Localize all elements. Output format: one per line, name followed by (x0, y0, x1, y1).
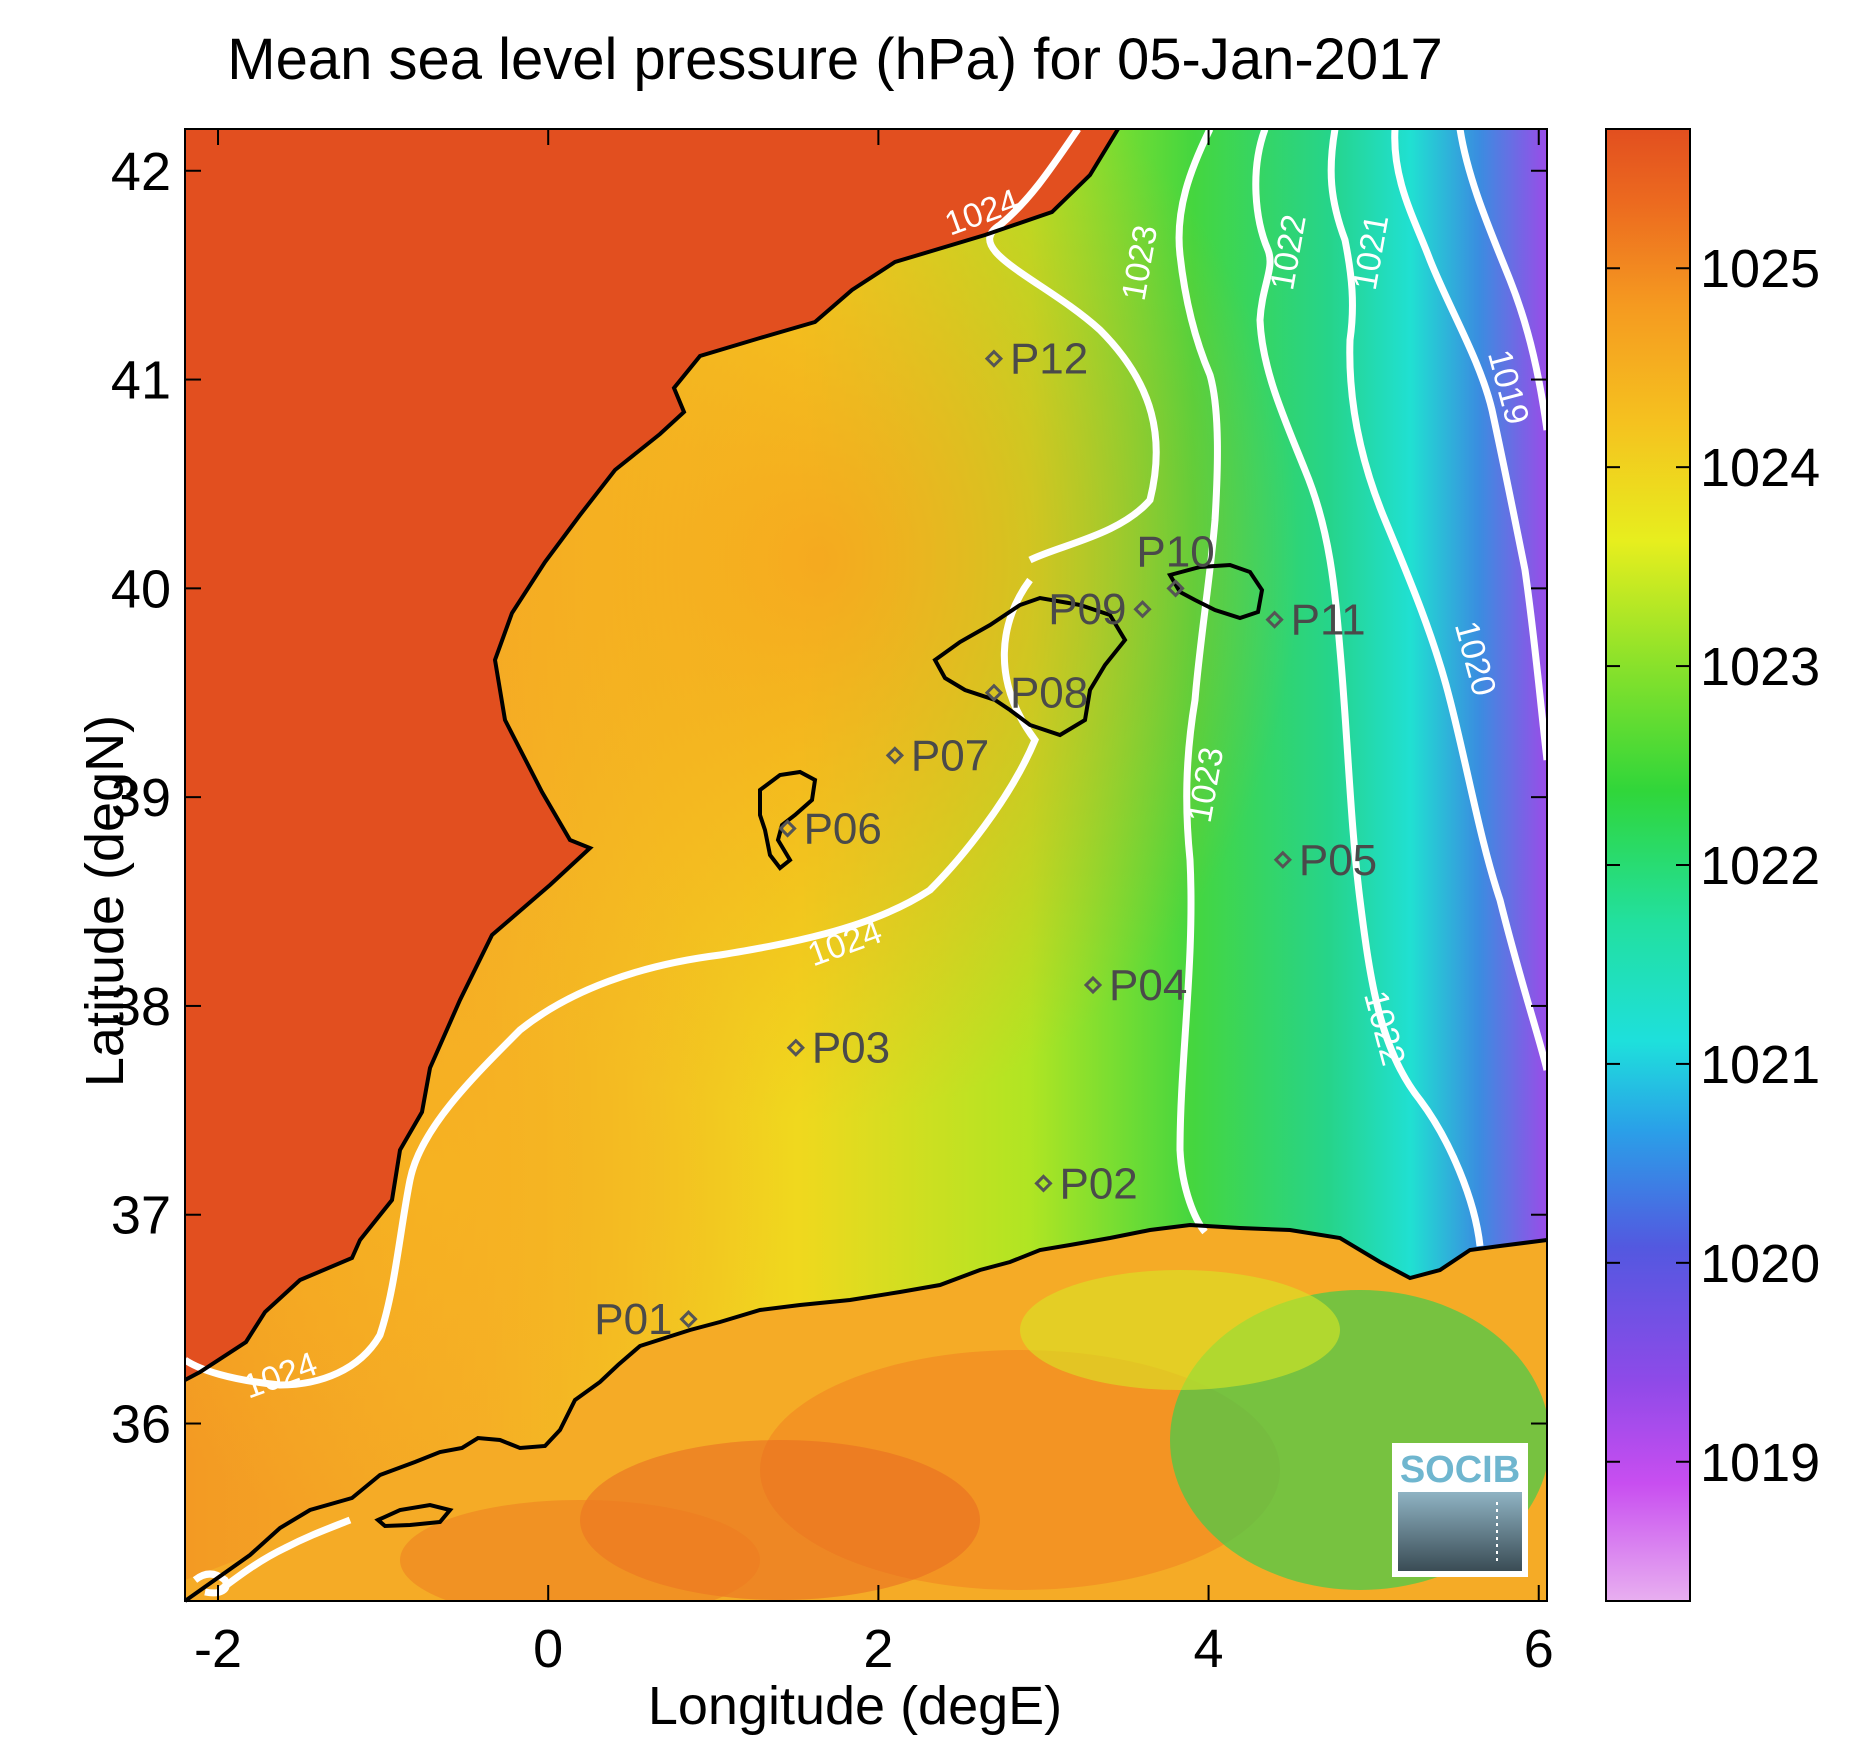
isobars (185, 129, 1547, 1597)
station-label: P01 (594, 1295, 672, 1344)
station-marker (778, 819, 797, 838)
station-label: P08 (1010, 669, 1088, 718)
station-marker (1273, 850, 1292, 869)
colorbar-tick-label: 1022 (1700, 836, 1820, 896)
station-marker (984, 349, 1004, 368)
colorbar-tick-label: 1019 (1700, 1433, 1820, 1493)
station-marker (1166, 579, 1185, 598)
station-marker (786, 1038, 805, 1057)
chart-title: Mean sea level pressure (hPa) for 05-Jan… (227, 27, 1443, 92)
station-label: P07 (911, 731, 989, 780)
colorbar-tick-label: 1020 (1700, 1234, 1820, 1294)
plot-frame (184, 128, 1548, 1602)
station-label: P02 (1059, 1159, 1137, 1208)
station-label: P04 (1109, 961, 1187, 1010)
colorbar-tick-label: 1025 (1700, 239, 1820, 299)
y-tick-label: 41 (111, 351, 171, 411)
y-axis-ticks: 36 37 38 39 40 41 42 (111, 142, 1547, 1455)
station-marker (1133, 600, 1152, 619)
x-axis-label: Longitude (degE) (647, 1676, 1063, 1736)
x-tick-label: 0 (533, 1619, 563, 1679)
x-tick-label: 2 (863, 1619, 893, 1679)
colorbar-ticks: 1019 1020 1021 1022 1023 1024 1025 (1606, 239, 1820, 1493)
ibiza-coast (758, 769, 818, 871)
x-axis-ticks: -2 0 2 4 6 (194, 129, 1554, 1679)
station-marker (679, 1310, 698, 1329)
station-label: P10 (1136, 527, 1214, 576)
x-tick-label: 4 (1194, 1619, 1224, 1679)
coastlines (183, 127, 1548, 1603)
station-marker (1034, 1174, 1053, 1193)
iberia-land (185, 129, 1118, 1380)
x-tick-label: -2 (194, 1619, 242, 1679)
station-label: P12 (1010, 335, 1088, 384)
station-marker (885, 746, 905, 765)
station-marker (1265, 610, 1284, 629)
y-tick-label: 42 (111, 142, 171, 202)
mallorca-coast (932, 595, 1128, 738)
pressure-field (185, 129, 1547, 1601)
station-marker (1083, 975, 1103, 995)
socib-logo: SOCIB (1392, 1443, 1528, 1577)
y-tick-label: 39 (111, 768, 171, 828)
y-tick-label: 36 (111, 1395, 171, 1455)
colorbar-tick-label: 1024 (1700, 438, 1820, 498)
station-label: P09 (1048, 585, 1126, 634)
station-label: P06 (804, 804, 882, 853)
colorbar-tick-label: 1021 (1700, 1035, 1820, 1095)
station-marker (984, 683, 1004, 702)
station-label: P03 (812, 1024, 890, 1073)
y-tick-label: 37 (111, 1186, 171, 1246)
colorbar-tick-label: 1023 (1700, 637, 1820, 697)
socib-logo-text: SOCIB (1400, 1449, 1520, 1491)
y-tick-label: 38 (111, 977, 171, 1037)
y-tick-label: 40 (111, 559, 171, 619)
menorca-coast (1166, 562, 1265, 621)
colorbar: 1019 1020 1021 1022 1023 1024 1025 (1605, 128, 1820, 1602)
station-label: P05 (1299, 836, 1377, 885)
x-tick-label: 6 (1524, 1619, 1554, 1679)
station-label: P11 (1291, 596, 1366, 645)
